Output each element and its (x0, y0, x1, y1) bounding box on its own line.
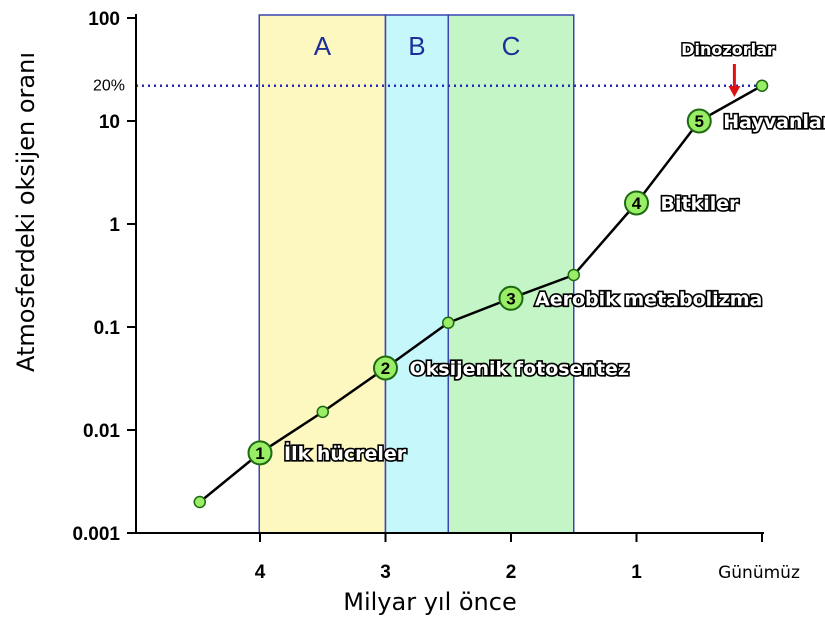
x-tick-label: Günümüz (718, 563, 800, 583)
x-axis-title: Milyar yıl önce (343, 588, 516, 616)
annotation-label: Dinozorlar (681, 40, 775, 59)
data-point (567, 268, 580, 282)
milestone-number-5: 5 (695, 112, 704, 131)
milestone-number-2: 2 (381, 359, 390, 378)
milestone-number-1: 1 (255, 444, 264, 463)
milestone-marker-2 (373, 355, 398, 381)
region-A (258, 14, 387, 534)
axes: 0.001 0.01 0.1 1 10 100 4 3 2 1 Günümüz (72, 9, 799, 583)
shaded-regions: A B C (258, 14, 575, 534)
milestone-marker-5 (686, 108, 712, 134)
data-point (193, 495, 207, 509)
series-line (199, 84, 763, 503)
annotation-group: Dinozorlar (680, 39, 776, 97)
milestone-marker-1 (247, 440, 273, 466)
annotation-arrow-head (728, 86, 741, 97)
milestone-label-3: Aerobik metabolizma (535, 288, 762, 310)
reference-line-label: 20% (93, 78, 125, 95)
region-label-A: A (314, 31, 332, 61)
milestone-number-4: 4 (632, 194, 642, 213)
x-tick-label: 2 (506, 562, 517, 583)
data-point (442, 316, 455, 329)
milestone-marker-4 (624, 190, 649, 216)
data-point (755, 79, 769, 92)
y-tick-label: 10 (99, 112, 120, 133)
milestone-marker-3 (498, 285, 524, 311)
milestone-label-1: İlk hücreler (284, 441, 407, 465)
y-tick-label: 0.001 (72, 524, 120, 545)
milestone-label-4: Bitkiler (661, 193, 740, 215)
y-tick-label: 1 (109, 215, 120, 236)
x-tick-label: 4 (255, 562, 266, 583)
y-tick-label: 100 (88, 9, 120, 30)
milestone-label-5: Hayvanlar (723, 111, 825, 133)
milestone-number-3: 3 (506, 289, 515, 308)
reference-line-group: 20% (93, 78, 764, 95)
y-tick-label: 0.1 (94, 318, 121, 339)
region-C (447, 14, 575, 534)
data-point (316, 405, 329, 419)
region-label-B: B (408, 31, 425, 61)
milestones-group: 1 İlk hücreler 2 Oksijenik fotosentez 3 Aerob… (247, 108, 825, 466)
y-axis-title: Atmosferdeki oksijen oranı (12, 52, 40, 372)
milestone-label-2: Oksijenik fotosentez (410, 358, 630, 380)
region-label-C: C (502, 31, 521, 61)
x-tick-label: 3 (380, 562, 391, 583)
x-tick-label: 1 (631, 562, 642, 583)
y-tick-label: 0.01 (83, 421, 120, 442)
